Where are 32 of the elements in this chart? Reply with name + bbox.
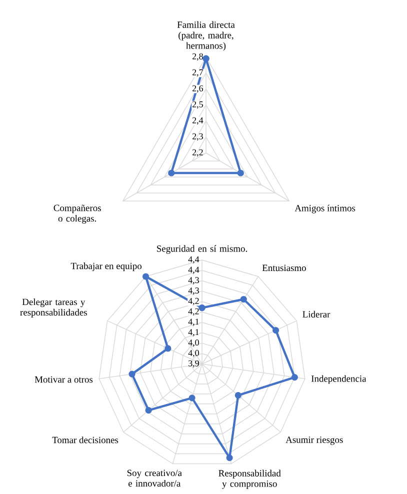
y-tick-label: 2,5 [192,101,203,109]
y-tick-label: 4,0 [188,350,199,358]
spoke-label: Responsabilidad y compromiso [218,470,281,489]
y-tick-label: 4,4 [188,266,200,274]
y-tick-label: 4,3 [188,288,199,295]
spoke-label: Motivar a otros [34,376,93,383]
spoke-label: Soy creativo/a e innovador/a [127,470,182,487]
spoke-label: Entusiasmo [262,264,306,272]
y-tick-label: 4,0 [188,340,199,347]
y-tick-label: 2,4 [192,117,204,125]
spoke-label: Compañeros o colegas. [54,204,101,224]
spoke-label: Delegar tareas y responsabilidades [20,298,87,318]
spoke-label: Amigos íntimos [294,204,356,214]
spoke-label: Trabajar en equipo [70,262,142,272]
y-tick-label: 4,1 [188,329,199,336]
y-tick-label: 4,4 [188,256,200,264]
spoke-label: Familia directa (padre, madre, hermanos) [177,21,235,51]
y-tick-label: 2,7 [192,69,204,77]
y-tick-label: 3,9 [188,360,199,368]
spoke-label: Liderar [302,310,330,318]
y-tick-label: 4,1 [188,318,199,326]
spoke-label: Tomar decisiones [52,436,118,444]
y-tick-label: 2,2 [192,149,203,157]
y-tick-label: 2,6 [192,85,204,93]
spoke-label: Asumir riesgos [286,436,343,445]
y-tick-label: 4,2 [188,308,199,316]
y-tick-label: 2,3 [192,133,203,141]
spoke-label: Independencia [311,375,366,384]
y-tick-label: 4,2 [188,298,199,306]
spoke-label: Seguridad en sí mismo. [157,245,247,254]
y-tick-label: 2,8 [192,53,203,61]
y-tick-label: 4,3 [188,277,199,284]
